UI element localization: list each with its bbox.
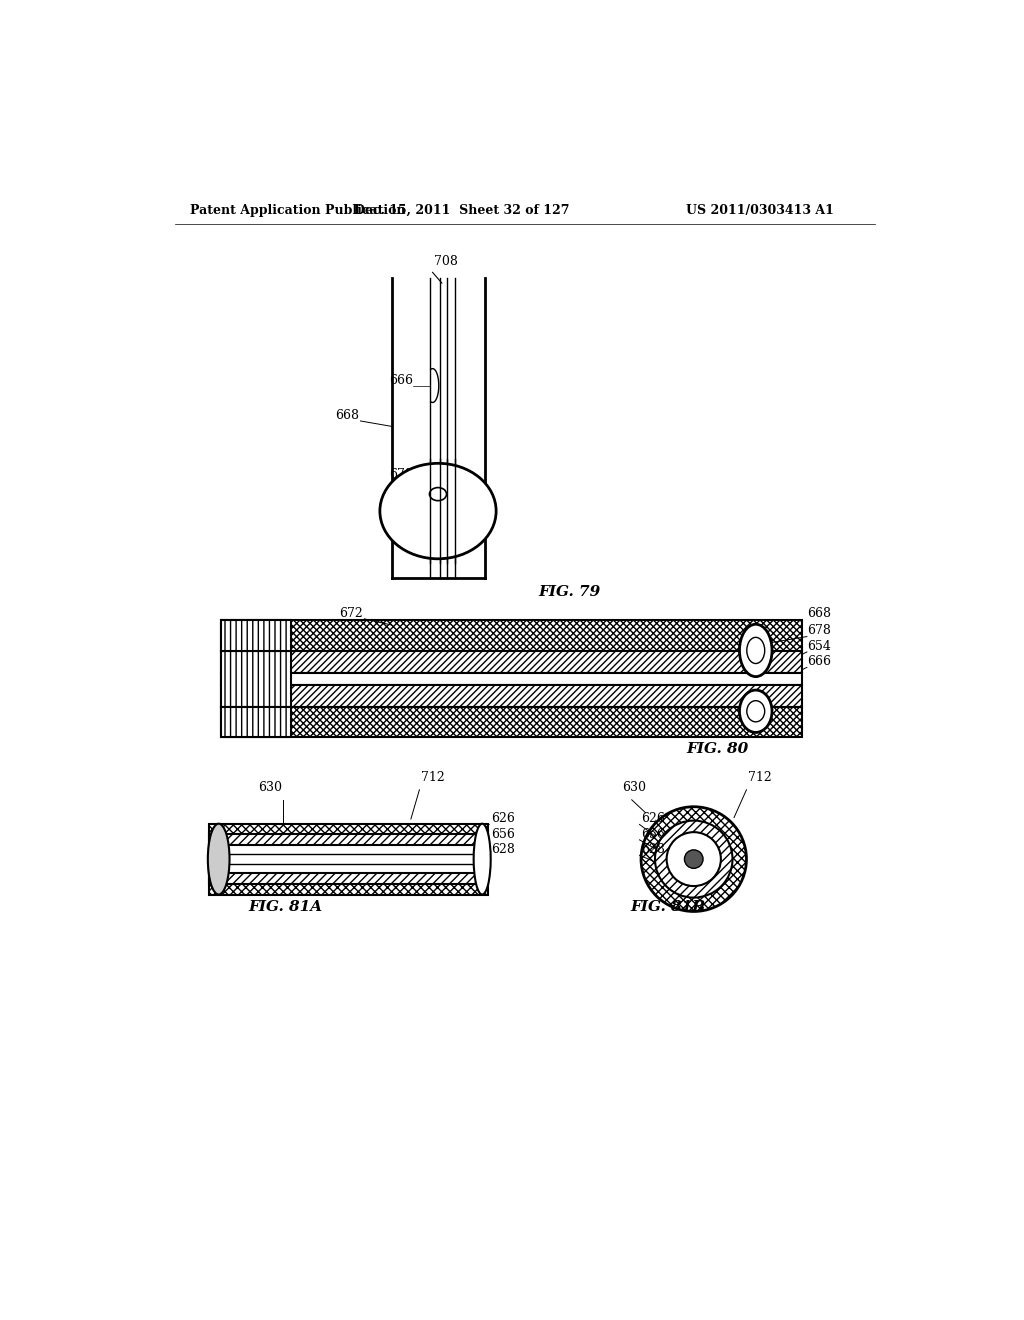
Text: Patent Application Publication: Patent Application Publication	[190, 205, 406, 218]
Text: 666: 666	[807, 655, 830, 668]
Bar	[221, 673, 802, 685]
Bar	[221, 706, 291, 738]
Ellipse shape	[429, 487, 446, 500]
Text: 656: 656	[490, 828, 515, 841]
Text: 672: 672	[339, 607, 362, 620]
Bar	[209, 854, 488, 865]
Text: 628: 628	[490, 843, 515, 855]
Bar	[221, 685, 802, 706]
Text: 712: 712	[748, 771, 772, 784]
Ellipse shape	[655, 821, 732, 898]
Bar	[221, 651, 802, 673]
Text: 708: 708	[434, 255, 458, 268]
Text: Dec. 15, 2011  Sheet 32 of 127: Dec. 15, 2011 Sheet 32 of 127	[353, 205, 569, 218]
Ellipse shape	[684, 850, 703, 869]
Text: US 2011/0303413 A1: US 2011/0303413 A1	[686, 205, 834, 218]
Bar	[209, 845, 488, 873]
Text: 668: 668	[335, 409, 359, 421]
Ellipse shape	[667, 832, 721, 886]
Text: 628: 628	[641, 843, 665, 855]
Bar	[209, 824, 488, 895]
Bar	[221, 620, 802, 651]
Text: 626: 626	[490, 812, 515, 825]
Text: 666: 666	[389, 374, 414, 387]
Bar	[221, 706, 802, 738]
Ellipse shape	[474, 824, 490, 895]
Text: 678: 678	[389, 469, 414, 480]
Ellipse shape	[739, 624, 772, 677]
Ellipse shape	[739, 690, 772, 733]
Text: 626: 626	[641, 812, 665, 825]
Ellipse shape	[746, 701, 765, 722]
Text: 656: 656	[641, 828, 665, 841]
Text: 710: 710	[450, 516, 473, 529]
Bar	[209, 834, 488, 884]
Bar	[221, 620, 291, 651]
Text: 668: 668	[807, 607, 830, 620]
Bar	[221, 651, 291, 706]
Ellipse shape	[641, 807, 746, 911]
Text: FIG. 81A: FIG. 81A	[248, 900, 323, 915]
Ellipse shape	[380, 463, 496, 558]
Text: 630: 630	[623, 781, 646, 795]
Text: 630: 630	[258, 781, 283, 795]
Text: FIG. 79: FIG. 79	[539, 585, 601, 599]
Text: FIG. 80: FIG. 80	[686, 742, 749, 756]
Text: 678: 678	[807, 624, 830, 638]
Text: 654: 654	[807, 640, 830, 652]
Ellipse shape	[746, 638, 765, 664]
Text: 712: 712	[421, 771, 444, 784]
Text: FIG. 81B: FIG. 81B	[630, 900, 706, 915]
Ellipse shape	[208, 824, 229, 895]
